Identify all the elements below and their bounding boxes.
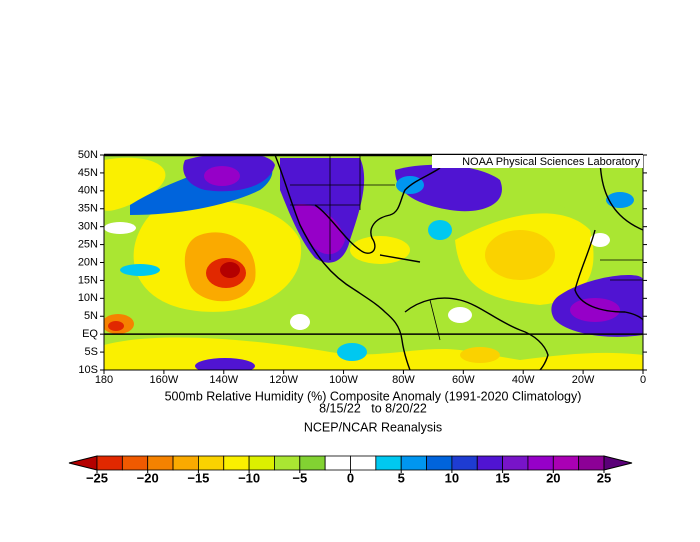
colorbar-box <box>426 455 453 471</box>
y-tick-label: 5S <box>85 346 98 358</box>
x-tick-label: 140W <box>209 374 238 386</box>
colorbar-box <box>324 455 351 471</box>
x-tick-label: 100W <box>329 374 358 386</box>
colorbar-extension-high <box>603 455 633 471</box>
colorbar-tick-label: 25 <box>597 470 611 485</box>
x-tick-label: 60W <box>452 374 475 386</box>
y-tick-label: 45N <box>78 167 98 179</box>
x-tick-label: 80W <box>392 374 415 386</box>
colorbar-tick-label: −5 <box>292 470 307 485</box>
colorbar-tick-label: −15 <box>187 470 209 485</box>
borders <box>290 155 643 341</box>
colorbar-box <box>502 455 529 471</box>
anomaly-field <box>104 155 643 370</box>
coastlines <box>274 155 643 370</box>
colorbar-box <box>375 455 402 471</box>
colorbar-box <box>299 455 326 471</box>
source: NCEP/NCAR Reanalysis <box>304 420 442 434</box>
colorbar-box <box>350 455 377 471</box>
y-tick-label: 35N <box>78 203 98 215</box>
colorbar-tick-label: −25 <box>86 470 108 485</box>
x-tick-label: 180 <box>95 374 113 386</box>
y-tick-label: 10N <box>78 292 98 304</box>
colorbar-box <box>451 455 478 471</box>
y-tick-label: EQ <box>82 328 98 340</box>
colorbar-box <box>197 455 225 471</box>
y-tick-label: 20N <box>78 256 98 268</box>
colorbar-tick-label: −20 <box>137 470 159 485</box>
x-tick-label: 20W <box>572 374 595 386</box>
y-tick-label: 50N <box>78 149 98 161</box>
colorbar-box <box>476 455 504 471</box>
colorbar-tick-label: −10 <box>238 470 260 485</box>
y-tick-label: 25N <box>78 238 98 250</box>
chart-title: 500mb Relative Humidity (%) Composite An… <box>165 389 582 403</box>
colorbar-box <box>121 455 149 471</box>
colorbar-box <box>96 455 123 471</box>
colorbar-tick-label: 20 <box>546 470 560 485</box>
x-tick-label: 40W <box>512 374 535 386</box>
colorbar-box <box>248 455 275 471</box>
colorbar-tick-label: 0 <box>347 470 354 485</box>
colorbar-box <box>400 455 427 471</box>
date-range: 8/15/22 to 8/20/22 <box>319 401 427 415</box>
colorbar-box <box>552 455 580 471</box>
colorbar-tick-label: 10 <box>445 470 459 485</box>
x-tick-label: 0 <box>640 374 646 386</box>
colorbar-box <box>578 455 605 471</box>
credit-box <box>432 155 643 168</box>
colorbar-box <box>527 455 554 471</box>
x-tick-label: 160W <box>150 374 179 386</box>
colorbar-box <box>223 455 250 471</box>
x-tick-label: 120W <box>269 374 298 386</box>
colorbar-box <box>147 455 174 471</box>
y-tick-label: 15N <box>78 274 98 286</box>
credit: NOAA Physical Sciences Laboratory <box>462 156 640 168</box>
y-tick-label: 10S <box>78 364 98 376</box>
colorbar-tick-label: 5 <box>398 470 405 485</box>
colorbar-box <box>172 455 199 471</box>
y-tick-label: 40N <box>78 185 98 197</box>
y-tick-label: 5N <box>84 310 98 322</box>
colorbar-tick-label: 15 <box>495 470 509 485</box>
colorbar-extension-low <box>68 455 98 471</box>
colorbar-box <box>274 455 301 471</box>
y-tick-label: 30N <box>78 221 98 233</box>
